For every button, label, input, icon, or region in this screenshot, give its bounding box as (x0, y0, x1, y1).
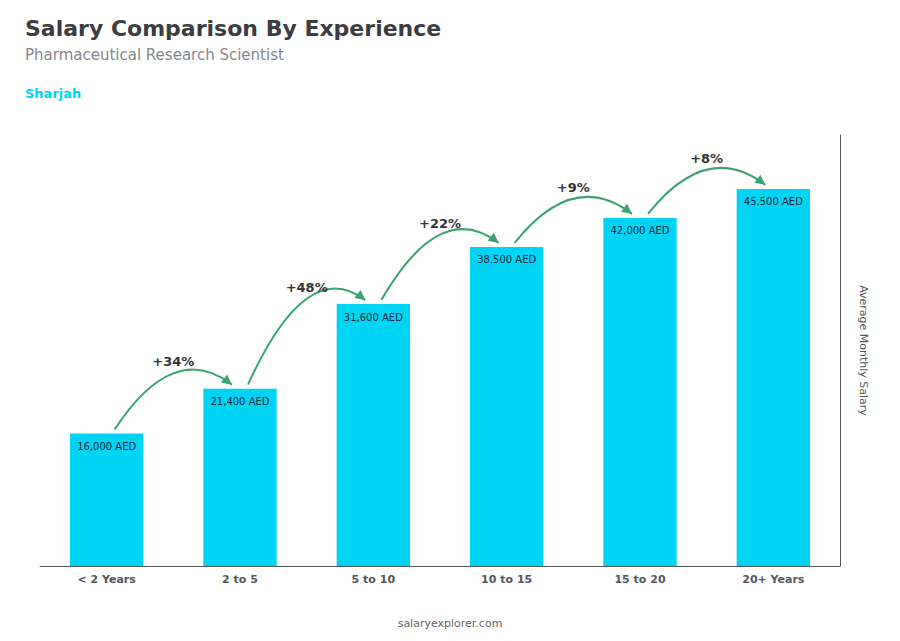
svg-text:10 to 15: 10 to 15 (481, 573, 532, 586)
svg-text:21,400 AED: 21,400 AED (210, 396, 269, 407)
svg-text:45,500 AED: 45,500 AED (744, 196, 803, 207)
svg-text:+34%: +34% (152, 354, 194, 369)
svg-text:31,600 AED: 31,600 AED (344, 312, 403, 323)
svg-text:+8%: +8% (690, 151, 723, 166)
svg-text:+22%: +22% (419, 216, 461, 231)
svg-text:Sharjah: Sharjah (25, 86, 81, 101)
svg-text:20+ Years: 20+ Years (742, 573, 805, 586)
svg-text:Pharmaceutical Research Scient: Pharmaceutical Research Scientist (25, 46, 284, 64)
svg-text:salaryexplorer.com: salaryexplorer.com (398, 617, 503, 630)
svg-text:< 2 Years: < 2 Years (77, 573, 136, 586)
svg-text:42,000 AED: 42,000 AED (610, 225, 669, 236)
svg-text:+48%: +48% (286, 280, 328, 295)
svg-text:Salary Comparison By Experienc: Salary Comparison By Experience (25, 16, 441, 41)
svg-text:2 to 5: 2 to 5 (222, 573, 258, 586)
svg-text:+9%: +9% (557, 180, 590, 195)
svg-text:15 to 20: 15 to 20 (614, 573, 665, 586)
svg-text:16,000 AED: 16,000 AED (77, 441, 136, 452)
svg-text:38,500 AED: 38,500 AED (477, 254, 536, 265)
svg-text:5 to 10: 5 to 10 (352, 573, 396, 586)
svg-text:Average Monthly Salary: Average Monthly Salary (857, 285, 870, 416)
